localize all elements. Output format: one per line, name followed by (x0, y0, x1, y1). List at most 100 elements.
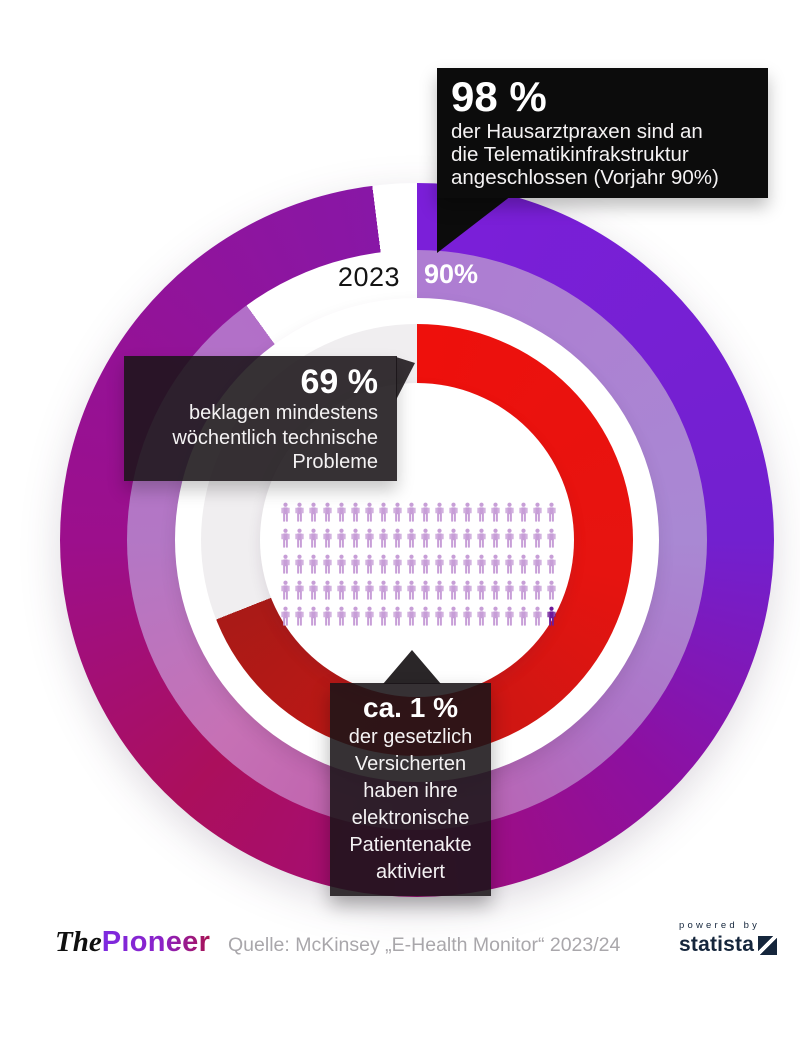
person-icon (392, 606, 403, 627)
person-icon (462, 554, 473, 575)
person-icon (518, 554, 529, 575)
person-icon (448, 502, 459, 523)
person-icon (490, 554, 501, 575)
callout-probleme-text: beklagen mindestens (188, 402, 378, 424)
person-icon (378, 606, 389, 627)
person-icon (434, 554, 445, 575)
person-icon (378, 554, 389, 575)
callout-telematik-text: die Telematikinfrakstruktur (451, 143, 689, 166)
statista-logo-icon (758, 935, 778, 955)
person-icon (476, 606, 487, 627)
person-icon (322, 528, 333, 549)
person-icon (420, 554, 431, 575)
person-icon (490, 580, 501, 601)
person-icon (364, 580, 375, 601)
person-icon (350, 606, 361, 627)
person-icon (392, 502, 403, 523)
person-icon (322, 502, 333, 523)
callout-patientenakte-text: Patientenakte (349, 834, 472, 856)
statista-wordmark: statista (679, 933, 755, 956)
callout-probleme: 69 % beklagen mindestens wöchentlich tec… (124, 356, 397, 481)
callout-telematik-text: angeschlossen (Vorjahr 90%) (451, 166, 719, 189)
person-icon (336, 528, 347, 549)
person-icon (364, 528, 375, 549)
person-icon (364, 554, 375, 575)
person-icon (504, 606, 515, 627)
person-icon (546, 528, 557, 549)
person-icon (308, 502, 319, 523)
callout-patientenakte: ca. 1 % der gesetzlich Versicherten habe… (330, 683, 491, 896)
callout-patientenakte-value: ca. 1 % (363, 692, 458, 723)
person-icon (294, 502, 305, 523)
person-icon (490, 606, 501, 627)
person-icon (504, 528, 515, 549)
callout-patientenakte-text: elektronische (351, 807, 470, 829)
person-icon (322, 606, 333, 627)
person-icon (336, 502, 347, 523)
person-icon (336, 606, 347, 627)
person-icon (336, 554, 347, 575)
person-icon (546, 580, 557, 601)
callout-patientenakte-text: der gesetzlich (348, 726, 473, 748)
person-icon (420, 606, 431, 627)
person-icon (504, 580, 515, 601)
person-icon-highlighted (546, 606, 557, 627)
person-icon (322, 554, 333, 575)
previous-year-value-label: 90% (424, 259, 479, 289)
callout-telematik-value: 98 % (451, 73, 547, 120)
person-icon (448, 580, 459, 601)
person-icon (392, 528, 403, 549)
callout-telematik: 98 % der Hausarztpraxen sind an die Tele… (437, 68, 768, 198)
person-icon (504, 554, 515, 575)
person-icon (378, 528, 389, 549)
person-icon (448, 554, 459, 575)
person-icon (434, 502, 445, 523)
person-icon (406, 580, 417, 601)
person-icon (462, 502, 473, 523)
source-credit: Quelle: McKinsey „E-Health Monitor“ 2023… (228, 934, 621, 956)
person-icon (294, 554, 305, 575)
person-icon (308, 606, 319, 627)
callout-patientenakte-text: aktiviert (376, 861, 445, 883)
person-icon (434, 528, 445, 549)
person-icon (532, 528, 543, 549)
person-icon (546, 502, 557, 523)
person-icon (518, 580, 529, 601)
person-icon (462, 580, 473, 601)
powered-by-label: powered by (679, 920, 761, 931)
person-icon (490, 502, 501, 523)
person-icon (336, 580, 347, 601)
person-icon (420, 528, 431, 549)
callout-telematik-text: der Hausarztpraxen sind an (451, 120, 703, 143)
person-icon (350, 528, 361, 549)
person-icon (280, 502, 291, 523)
person-icon (420, 502, 431, 523)
person-icon (280, 554, 291, 575)
person-icon (532, 606, 543, 627)
person-icon (392, 580, 403, 601)
person-icon (532, 502, 543, 523)
person-icon (406, 606, 417, 627)
person-icon (448, 528, 459, 549)
person-icon (322, 580, 333, 601)
person-icon (308, 528, 319, 549)
person-icon (392, 554, 403, 575)
person-icon (434, 606, 445, 627)
person-icon (518, 606, 529, 627)
person-icon (462, 528, 473, 549)
callout-patientenakte-text: haben ihre (363, 780, 458, 802)
callout-probleme-text: wöchentlich technische (172, 426, 378, 449)
statista-attribution: powered by statista (679, 920, 778, 957)
person-icon (280, 528, 291, 549)
brand-pioneer: Pıoneer (101, 926, 211, 958)
person-icon (546, 554, 557, 575)
person-icon (504, 502, 515, 523)
callout-probleme-value: 69 % (300, 363, 379, 401)
person-icon (294, 528, 305, 549)
person-icon (476, 502, 487, 523)
person-icon (518, 528, 529, 549)
person-icon (280, 606, 291, 627)
person-icon (476, 580, 487, 601)
the-pioneer-logo: ThePıoneer (55, 926, 210, 959)
